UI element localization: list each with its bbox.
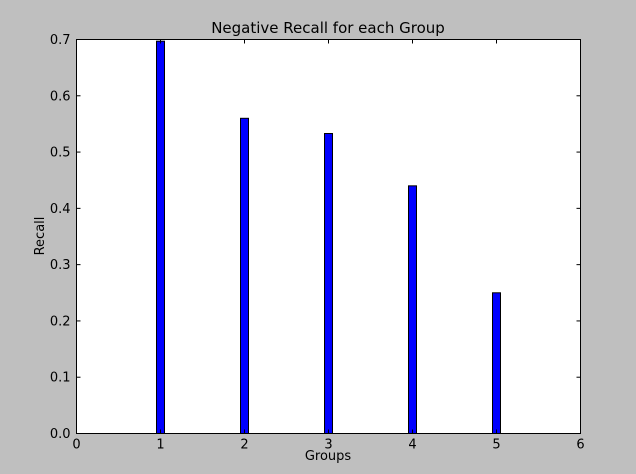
x-tick-label: 2 <box>240 438 248 453</box>
bar-5 <box>492 292 501 435</box>
y-tick-label: 0.3 <box>50 258 71 273</box>
x-tick-label: 5 <box>492 438 500 453</box>
x-axis-ticks: 0 1 2 3 4 5 6 <box>72 39 585 453</box>
x-tick-label: 1 <box>156 438 164 453</box>
bar-3 <box>324 133 333 434</box>
y-axis-label: Recall <box>33 217 48 256</box>
y-tick-label: 0.4 <box>50 202 71 217</box>
bar-4 <box>408 185 417 434</box>
y-tick-label: 0.7 <box>50 33 71 48</box>
x-tick-label: 6 <box>576 438 584 453</box>
y-tick-label: 0.1 <box>50 371 71 386</box>
x-tick-label: 3 <box>324 438 332 453</box>
x-axis-label: Groups <box>305 449 352 464</box>
y-axis-ticks: 0.0 0.1 0.2 0.3 0.4 0.5 0.6 0.7 <box>50 33 581 442</box>
y-tick-label: 0.0 <box>50 427 71 442</box>
bar-1 <box>156 40 165 434</box>
x-tick-label: 4 <box>408 438 416 453</box>
bar-2 <box>240 117 249 435</box>
y-tick-label: 0.6 <box>50 89 71 104</box>
chart-title: Negative Recall for each Group <box>211 19 445 37</box>
y-tick-label: 0.5 <box>50 146 71 161</box>
y-tick-label: 0.2 <box>50 314 71 329</box>
x-tick-label: 0 <box>72 438 80 453</box>
